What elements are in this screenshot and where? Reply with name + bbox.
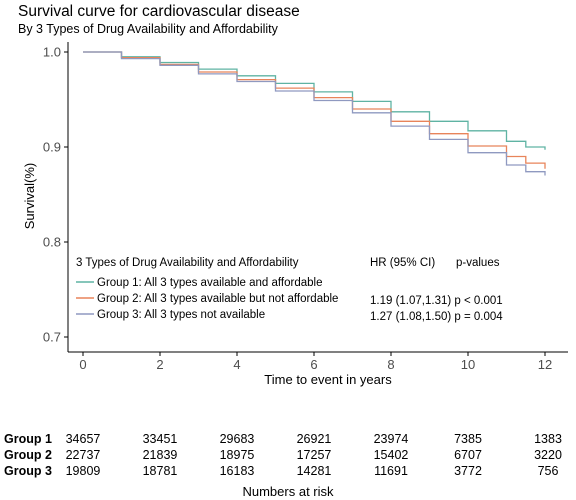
risk-cell: 756 [537, 464, 559, 478]
x-axis-label: Time to event in years [264, 372, 392, 387]
x-tick-label: 6 [310, 357, 317, 372]
hr-row-group2: 1.19 (1.07,1.31) p < 0.001 [370, 295, 503, 307]
risk-cell: 21839 [142, 448, 178, 462]
hr-header: HR (95% CI) [370, 257, 435, 269]
series-line-group3 [83, 51, 546, 176]
x-tick-label: 8 [387, 357, 394, 372]
chart-title: Survival curve for cardiovascular diseas… [18, 3, 300, 20]
risk-cell: 17257 [296, 448, 332, 462]
risk-cell: 1383 [534, 432, 562, 446]
y-tick-label: 0.9 [43, 140, 61, 155]
x-tick-label: 0 [79, 357, 86, 372]
y-tick-label: 1.0 [43, 45, 61, 60]
legend-label-group3: Group 3: All 3 types not available [97, 309, 265, 321]
risk-cell: 15402 [373, 448, 409, 462]
x-tick-label: 2 [156, 357, 163, 372]
risk-cell: 23974 [373, 432, 409, 446]
risk-cell: 3772 [454, 464, 482, 478]
risk-cell: 11691 [374, 464, 408, 478]
risk-cell: 18781 [142, 464, 178, 478]
series-line-group2 [83, 51, 546, 169]
risk-cell: 16183 [219, 464, 255, 478]
risk-cell: 7385 [454, 432, 482, 446]
legend: Group 1: All 3 types available and affor… [76, 277, 338, 321]
y-axis-label: Survival(%) [22, 163, 37, 229]
axes: 0 2 4 6 8 10 12 0.7 0.8 0.9 1.0 [43, 42, 568, 372]
series-lines [83, 51, 546, 176]
risk-cell: 33451 [142, 432, 178, 446]
x-tick-label: 10 [461, 357, 475, 372]
risk-row-label: Group 3 [4, 464, 52, 478]
risk-cell: 14281 [296, 464, 332, 478]
risk-row-label: Group 1 [4, 432, 52, 446]
legend-title: 3 Types of Drug Availability and Afforda… [76, 257, 299, 269]
risk-cell: 18975 [219, 448, 255, 462]
risk-row-label: Group 2 [4, 448, 52, 462]
risk-cell: 34657 [65, 432, 101, 446]
risk-cell: 6707 [454, 448, 482, 462]
legend-label-group1: Group 1: All 3 types available and affor… [97, 277, 322, 289]
risk-table-title: Numbers at risk [242, 484, 334, 499]
y-tick-label: 0.8 [43, 235, 61, 250]
risk-cell: 19809 [65, 464, 101, 478]
risk-cell: 29683 [219, 432, 255, 446]
chart-subtitle: By 3 Types of Drug Availability and Affo… [18, 22, 279, 36]
x-tick-label: 12 [538, 357, 552, 372]
risk-cell: 3220 [534, 448, 562, 462]
y-tick-label: 0.7 [43, 330, 61, 345]
legend-label-group2: Group 2: All 3 types available but not a… [97, 293, 338, 305]
risk-cell: 26921 [296, 432, 332, 446]
x-tick-label: 4 [233, 357, 240, 372]
p-header: p-values [456, 257, 500, 269]
series-line-group1 [83, 51, 546, 150]
hr-row-group3: 1.27 (1.08,1.50) p = 0.004 [370, 311, 503, 323]
risk-cell: 22737 [65, 448, 101, 462]
